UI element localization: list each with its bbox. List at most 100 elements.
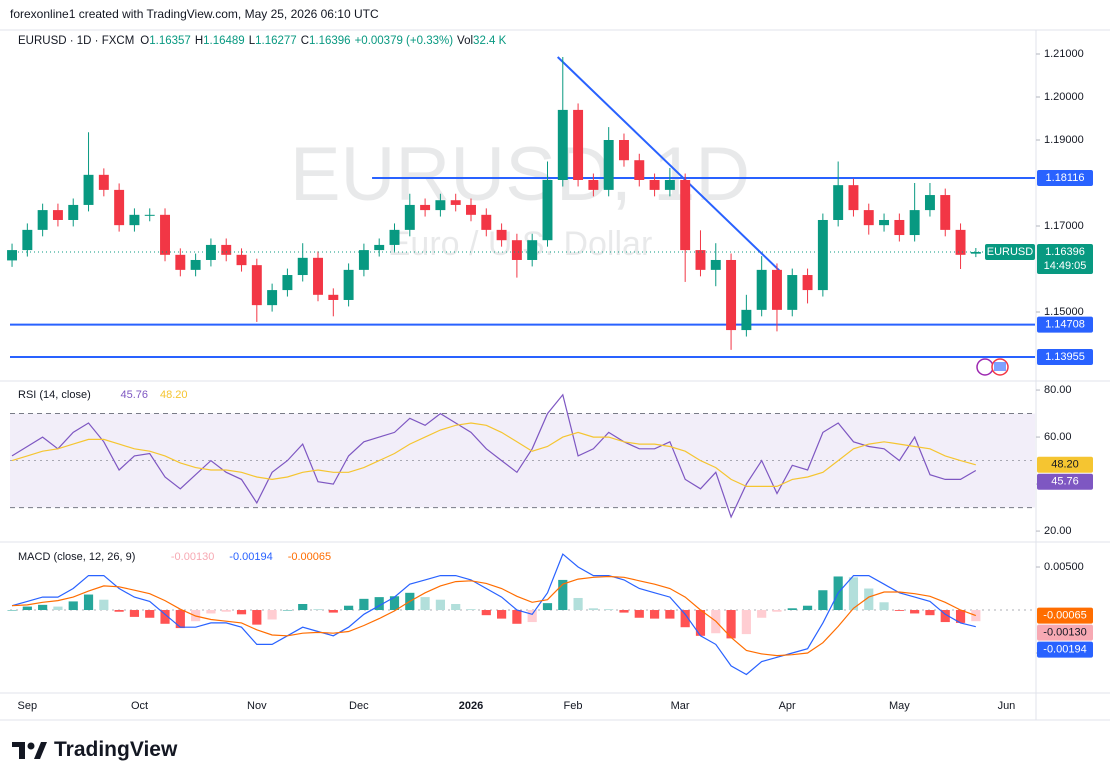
x-tick-label: Oct (131, 700, 148, 712)
candle-body (649, 179, 660, 190)
histogram-bar (344, 605, 354, 611)
histogram-bar (894, 610, 904, 611)
histogram-bar (619, 610, 629, 613)
histogram-bar (818, 590, 828, 611)
candle-body (129, 214, 140, 226)
candle-body (664, 179, 675, 190)
brand-name: TradingView (54, 738, 178, 761)
x-tick-label: 2026 (459, 700, 483, 712)
candle-body (175, 254, 186, 270)
price-badge-label: 1.13955 (1045, 351, 1085, 363)
candle-body (496, 229, 507, 241)
symbol-badge-label: EURUSD (987, 246, 1034, 258)
candle-body (573, 109, 584, 180)
candle-body (771, 269, 782, 310)
candle-body (267, 290, 278, 306)
histogram-bar (481, 610, 491, 616)
candle-body (297, 257, 308, 276)
y-tick-label: 1.21000 (1044, 48, 1084, 60)
histogram-bar (649, 610, 660, 619)
y-tick-label: 80.00 (1044, 384, 1072, 396)
candle-body (435, 200, 446, 211)
histogram-bar (741, 610, 751, 635)
histogram-bar (955, 610, 966, 623)
legend-value: 45.76 (121, 389, 149, 401)
candle-body (236, 254, 247, 266)
legend-key: L (248, 35, 256, 47)
candle-body (940, 195, 951, 230)
candle-body (894, 219, 905, 236)
candle-body (22, 229, 33, 251)
candle-body (879, 219, 890, 226)
histogram-bar (221, 610, 231, 612)
histogram-bar (160, 610, 170, 624)
histogram-bar (910, 610, 920, 614)
credit: forexonline1 created with TradingView.co… (10, 7, 379, 21)
histogram-bar (879, 602, 889, 611)
series-line (11, 393, 977, 519)
y-tick-label: 1.20000 (1044, 91, 1084, 103)
histogram-bar (604, 609, 614, 611)
candle-body (756, 269, 767, 310)
candle-body (37, 210, 48, 230)
histogram-bar (252, 610, 262, 625)
histogram-bar (527, 610, 537, 623)
legend-key: O (140, 35, 150, 47)
histogram-bar (53, 606, 63, 611)
x-tick-label: May (889, 700, 910, 712)
price-badge (1037, 348, 1093, 365)
histogram-bar (680, 610, 690, 628)
flag-icon (994, 362, 1006, 371)
chart: EURUSD, 1D Euro / U.S. Dollar 1.150001.1… (0, 29, 1110, 721)
y-tick-label: 1.19000 (1044, 134, 1084, 146)
candle-body (221, 244, 232, 255)
legend-value: 48.20 (160, 389, 188, 401)
candle-body (389, 229, 400, 245)
legend: EURUSD · 1D · FXCM O1.16357 H1.16489 L1.162… (18, 35, 510, 47)
panes: 1.15000 1.17000 1.19000 1.20000 1.21000 Sep Oc… (7, 48, 1093, 712)
candle-body (527, 240, 538, 260)
histogram-bar (38, 604, 48, 611)
candle-body (466, 204, 476, 215)
legend-value: 1.16357 (149, 35, 191, 47)
icons (976, 358, 1009, 376)
candle-body (481, 214, 492, 230)
histogram-bar (22, 606, 32, 611)
histogram-bar (971, 610, 981, 622)
legend-key: H (194, 35, 204, 47)
histogram-bar (206, 610, 216, 614)
histogram-bar (848, 577, 859, 611)
candle-body (863, 210, 874, 226)
candle-body (833, 185, 844, 220)
candle-body (420, 204, 431, 211)
price-badge-label: -0.00130 (1043, 627, 1086, 639)
legend-value: 1.16489 (203, 35, 245, 47)
price-badge-label: 45.76 (1051, 476, 1079, 488)
series-line (11, 575, 977, 657)
histogram-bar (68, 601, 78, 611)
candle-body (695, 250, 706, 270)
candle-body (924, 195, 935, 211)
price-badge (1037, 473, 1093, 490)
legend-key: Vol (457, 35, 474, 47)
histogram-bar (420, 597, 430, 611)
histogram-bar (236, 610, 247, 615)
histogram-bar (114, 610, 124, 612)
legend-value: 1.16396 (309, 35, 351, 47)
histogram-bar (374, 597, 384, 611)
price-badge (1037, 607, 1093, 624)
series-line (11, 422, 976, 487)
price-badge-label: -0.00065 (1043, 610, 1086, 622)
candle-body (251, 265, 262, 306)
candle-body (83, 174, 94, 205)
histogram-bar (634, 610, 644, 618)
candle-body (374, 244, 385, 251)
histogram-bar (313, 609, 323, 611)
legend-value: 32.4 K (473, 35, 507, 47)
candle-body (588, 179, 599, 190)
histogram-bar (573, 597, 583, 611)
candle-body (726, 259, 737, 331)
histogram-bar (925, 610, 935, 616)
symbol-badge (985, 243, 1035, 260)
candle-body (619, 140, 629, 161)
